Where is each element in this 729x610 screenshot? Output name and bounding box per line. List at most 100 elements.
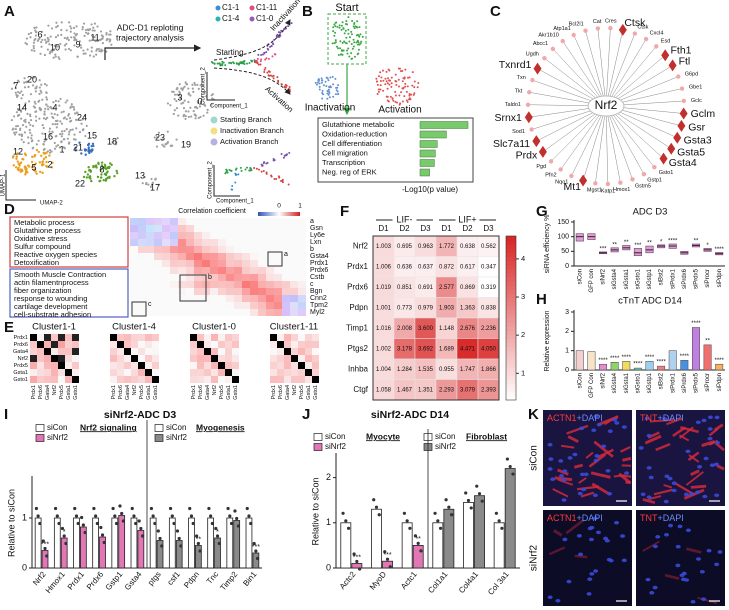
heat-cell <box>138 341 145 348</box>
axis-label: Component_1 <box>216 199 254 205</box>
scatter-point <box>30 166 34 169</box>
col-label: Gata4 <box>125 385 131 400</box>
scatter-point <box>182 101 185 104</box>
bar <box>691 327 700 371</box>
bar <box>715 363 724 371</box>
scatter-point <box>401 80 404 83</box>
replicate-dot <box>83 530 87 535</box>
bar <box>92 517 99 569</box>
trajectory-point <box>210 61 213 64</box>
replicate-dot <box>188 506 192 511</box>
scatter-point <box>21 107 24 110</box>
heat-cell <box>204 362 211 369</box>
replicate-dot <box>38 521 42 526</box>
scatter-point <box>24 167 27 171</box>
node <box>608 25 613 31</box>
axis-label: Component_2 <box>201 66 207 104</box>
nucleus <box>702 494 708 499</box>
bracket-mask <box>455 214 480 226</box>
dapi-name: +DAPI <box>577 513 603 523</box>
bar <box>80 526 87 569</box>
scatter-point <box>334 39 337 42</box>
colorbar-step <box>506 277 516 282</box>
nucleus <box>695 420 701 425</box>
colorbar-step <box>506 248 516 253</box>
heat-cell <box>258 253 266 260</box>
heat-cell <box>226 288 234 295</box>
heat-cell <box>202 260 210 267</box>
scatter-point <box>150 177 153 181</box>
heat-cell <box>242 239 250 246</box>
cluster-title: Cluster1-0 <box>192 322 236 333</box>
heat-cell <box>218 334 225 341</box>
colorbar-step <box>506 359 516 364</box>
scatter-point <box>116 137 119 140</box>
fiber <box>655 442 671 451</box>
scatter-point <box>210 103 213 106</box>
edge <box>605 105 621 183</box>
heat-cell <box>152 341 159 348</box>
cell-label: 1.284 <box>397 367 413 373</box>
heat-cell <box>190 341 197 348</box>
bar <box>214 537 221 569</box>
heat-cell <box>145 369 152 376</box>
fiber <box>685 471 704 486</box>
scatter-point <box>100 50 103 53</box>
bar <box>371 508 382 569</box>
scatter-point <box>47 40 50 43</box>
heat-cell <box>138 239 146 246</box>
scatter-point <box>196 101 200 104</box>
scatter-point <box>327 79 330 82</box>
nucleus <box>561 498 567 502</box>
heat-cell <box>30 376 37 383</box>
heat-cell <box>194 288 202 295</box>
cluster-label: 8 <box>99 164 104 174</box>
scatter-point <box>56 144 60 147</box>
scatter-point <box>322 84 325 87</box>
scatter-point <box>356 20 359 23</box>
edge <box>550 105 607 162</box>
scatter-point <box>86 173 90 176</box>
scatter-point <box>194 83 197 86</box>
heat-cell <box>234 295 242 302</box>
heat-cell <box>154 267 162 274</box>
node <box>652 165 657 170</box>
node-label: Bcl2l1 <box>569 21 584 27</box>
heat-cell <box>312 369 319 376</box>
chart-title: siNrf2-ADC D3 <box>104 409 177 421</box>
scatter-point <box>42 142 45 146</box>
trajectory-point <box>240 169 243 172</box>
scatter-point <box>318 82 321 85</box>
scatter-point <box>108 38 111 41</box>
scatter-point <box>39 89 42 92</box>
heat-cell <box>51 376 58 383</box>
scatter-point <box>49 35 52 38</box>
heat-cell <box>65 362 72 369</box>
heat-cell <box>162 253 170 260</box>
node <box>532 135 541 148</box>
scatter-point <box>178 90 181 93</box>
bar <box>137 530 145 569</box>
scatter-point <box>50 107 53 110</box>
chart-title: siNrf2-ADC D14 <box>371 409 449 421</box>
heat-cell <box>250 309 258 316</box>
scatter-point <box>69 30 72 33</box>
heat-cell <box>282 253 290 260</box>
replicate-dot <box>388 565 392 569</box>
scatter-point <box>379 71 382 74</box>
cluster-label: 1 <box>59 144 64 154</box>
scatter-point <box>333 23 336 26</box>
scatter-point <box>75 118 78 121</box>
heat-cell <box>234 225 242 232</box>
replicate-dot <box>245 506 249 511</box>
bar <box>188 517 195 569</box>
colorbar-step <box>506 354 516 360</box>
heat-cell <box>72 362 79 369</box>
cell-label: 0.636 <box>397 264 413 270</box>
scatter-point <box>408 94 411 97</box>
heat-cell <box>170 267 178 274</box>
significance: * <box>660 239 663 245</box>
trajectory-point <box>267 48 270 51</box>
replicate-dot <box>140 534 145 538</box>
scatter-point <box>183 85 186 88</box>
